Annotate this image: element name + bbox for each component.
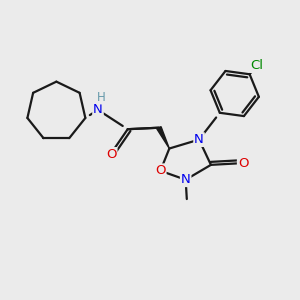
Text: N: N [93, 103, 103, 116]
Text: N: N [181, 173, 190, 186]
Text: O: O [106, 148, 117, 161]
Text: N: N [194, 133, 204, 146]
Polygon shape [157, 127, 169, 148]
Text: Cl: Cl [250, 59, 263, 72]
Text: H: H [97, 91, 105, 103]
Text: O: O [238, 157, 248, 170]
Text: O: O [155, 164, 166, 177]
